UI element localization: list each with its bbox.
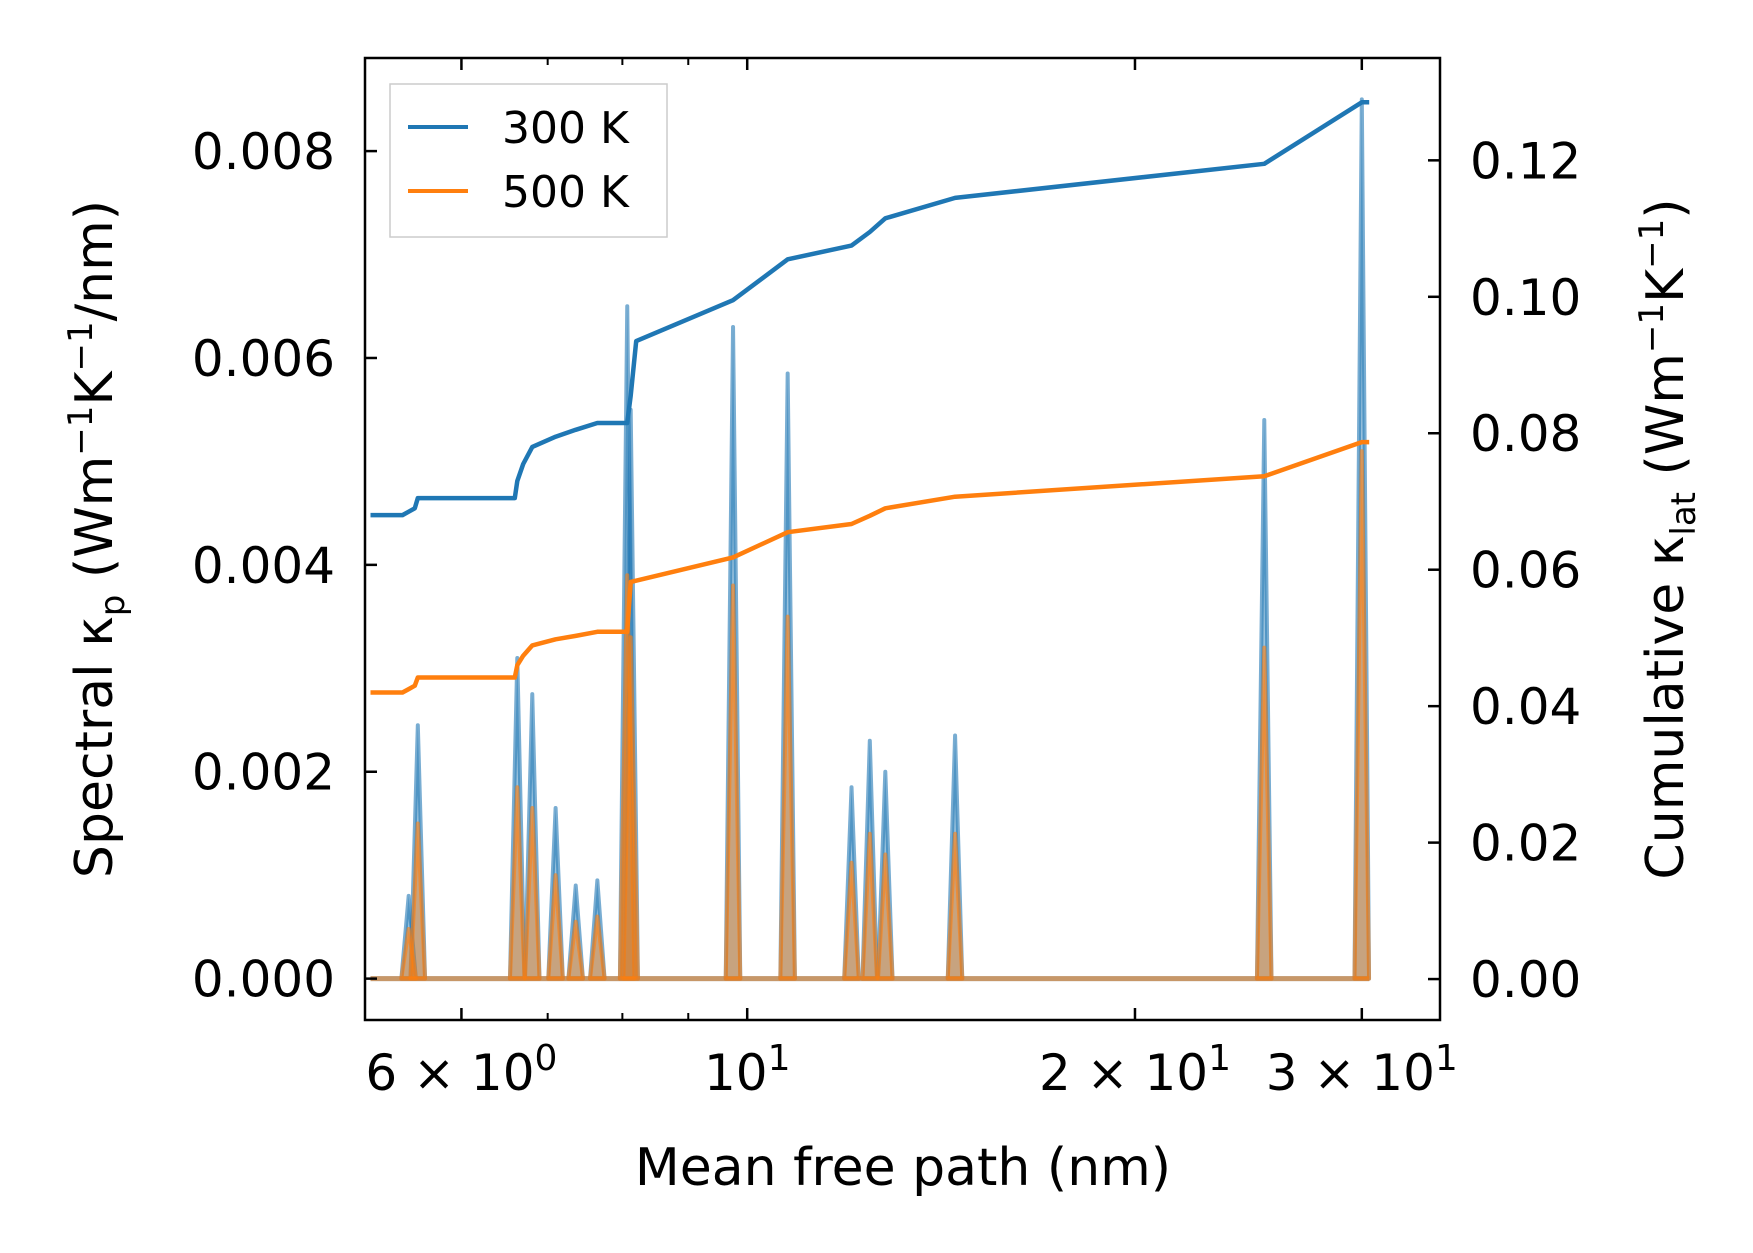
spectral-peak-500k-4 <box>546 873 565 981</box>
y-axis-label-right: Cumulative κlat (Wm−1K−1) <box>1632 198 1704 879</box>
plot-frame <box>363 56 1442 1022</box>
x-tick-label-0: 6 × 100 <box>365 1038 557 1102</box>
legend-label-300k: 300 K <box>502 103 630 154</box>
spectral-peak-500k-16 <box>1352 449 1372 981</box>
y-right-tick-label-1: 0.02 <box>1470 815 1581 873</box>
spectral-peak-500k-3 <box>522 805 542 981</box>
y-left-tick-label-3: 0.006 <box>192 330 335 388</box>
y-left-tick-label-2: 0.004 <box>192 537 335 595</box>
cumulative-series-layer <box>370 100 1370 695</box>
x-tick-label-3: 3 × 101 <box>1266 1038 1458 1102</box>
legend-box <box>389 83 668 238</box>
spectral-peak-500k-1 <box>408 821 428 981</box>
y-right-tick-label-6: 0.12 <box>1470 132 1581 190</box>
legend-label-500k: 500 K <box>502 167 630 218</box>
legend: 300 K 500 K <box>389 83 668 238</box>
spectral-peak-500k-9 <box>723 583 743 981</box>
spectral-series-layer <box>370 97 1372 982</box>
x-tick-label-1: 101 <box>704 1038 791 1102</box>
spectral-peak-500k-5 <box>566 919 585 981</box>
y-right-tick-label-0: 0.00 <box>1470 951 1581 1009</box>
tick-labels-layer: 6 × 100 101 2 × 101 3 × 101 0.000 0.002 0.004 0… <box>192 123 1581 1102</box>
y-right-tick-label-5: 0.10 <box>1470 269 1581 327</box>
cumulative-line-500k <box>370 439 1370 695</box>
y-right-tick-label-4: 0.08 <box>1470 405 1581 463</box>
y-right-tick-label-3: 0.06 <box>1470 542 1581 600</box>
spectral-peak-500k-6 <box>588 914 607 981</box>
y-left-tick-label-1: 0.002 <box>192 744 335 802</box>
spectral-peak-500k-11 <box>842 860 861 981</box>
y-left-tick-label-4: 0.008 <box>192 123 335 181</box>
y-left-tick-label-0: 0.000 <box>192 951 335 1009</box>
spectral-peak-500k-2 <box>507 785 527 981</box>
ticks-layer <box>365 58 1440 1020</box>
spectral-peak-500k-12 <box>860 831 880 981</box>
spectral-peak-500k-10 <box>778 614 797 981</box>
y-axis-label-left: Spectral κp (Wm−1K−1/nm) <box>61 200 133 878</box>
y-right-tick-label-2: 0.04 <box>1470 678 1581 736</box>
spectral-peak-500k-8 <box>621 635 640 981</box>
spectral-peak-500k-15 <box>1254 645 1274 981</box>
spectral-peak-500k-14 <box>945 831 965 981</box>
cumulative-line-300k <box>370 100 1370 518</box>
spectral-peak-500k-13 <box>875 852 895 981</box>
x-axis-label: Mean free path (nm) <box>635 1138 1171 1198</box>
x-tick-label-2: 2 × 101 <box>1039 1038 1231 1102</box>
